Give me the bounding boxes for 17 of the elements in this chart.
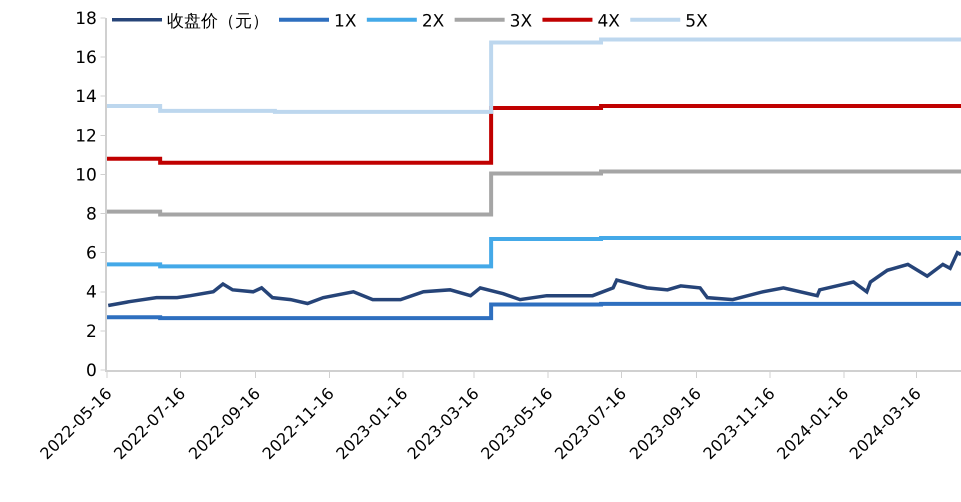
y-tick-label: 2 xyxy=(86,322,97,342)
legend-label: 2X xyxy=(422,11,445,32)
y-tick-label: 14 xyxy=(75,87,97,108)
y-tick-label: 18 xyxy=(75,8,97,29)
y-tick-label: 12 xyxy=(75,126,97,146)
y-tick-label: 6 xyxy=(86,244,97,264)
y-tick-label: 0 xyxy=(86,360,97,381)
legend-label: 1X xyxy=(334,11,357,32)
y-tick-label: 10 xyxy=(75,165,97,186)
legend-label: 收盘价（元） xyxy=(167,11,269,32)
line-series xyxy=(107,250,961,308)
y-tick-label: 16 xyxy=(75,48,97,68)
y-tick-label: 4 xyxy=(86,282,97,303)
legend-label: 3X xyxy=(510,11,532,32)
y-tick-label: 8 xyxy=(86,204,97,225)
legend-label: 4X xyxy=(597,11,620,32)
legend-label: 5X xyxy=(685,11,708,32)
